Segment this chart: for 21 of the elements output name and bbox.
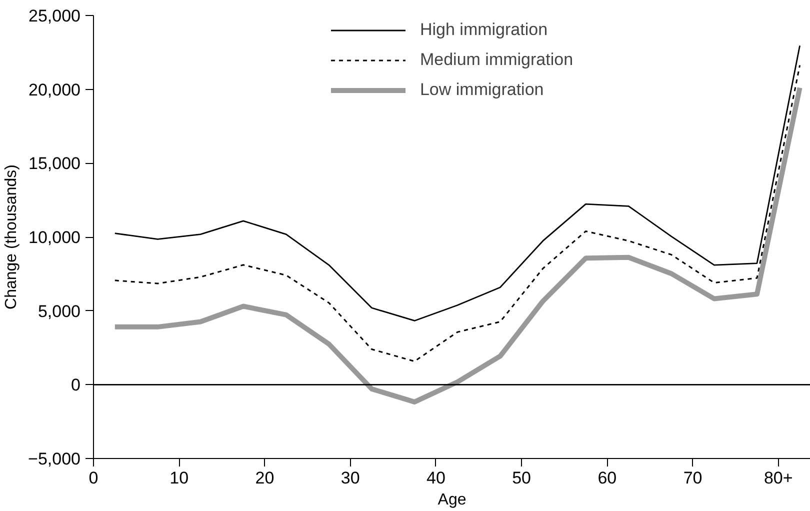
x-tick-label: 60 xyxy=(598,468,617,488)
legend-label: Low immigration xyxy=(420,80,544,100)
x-tick-label: 20 xyxy=(255,468,274,488)
legend-label: High immigration xyxy=(420,20,548,40)
y-tick-label: 25,000 xyxy=(28,6,81,26)
x-tick-label: 40 xyxy=(426,468,446,488)
y-tick-label: 0 xyxy=(71,376,81,395)
y-tick-label: 15,000 xyxy=(28,154,81,174)
legend-label: Medium immigration xyxy=(420,50,574,70)
x-tick-label: 0 xyxy=(88,468,98,488)
y-tick-label: 5,000 xyxy=(38,302,81,321)
x-axis-title: Age xyxy=(438,492,466,508)
y-tick-label: 10,000 xyxy=(28,228,81,247)
x-tick-label: 30 xyxy=(340,468,360,488)
y-axis-title: Change (thousands) xyxy=(3,164,20,310)
x-tick-label: 70 xyxy=(683,468,702,488)
x-tick-label: 80+ xyxy=(764,468,793,488)
y-tick-label: 20,000 xyxy=(28,80,81,100)
x-tick-label: 10 xyxy=(170,468,189,488)
y-tick-label: −5,000 xyxy=(28,450,81,468)
x-tick-label: 50 xyxy=(512,468,532,488)
